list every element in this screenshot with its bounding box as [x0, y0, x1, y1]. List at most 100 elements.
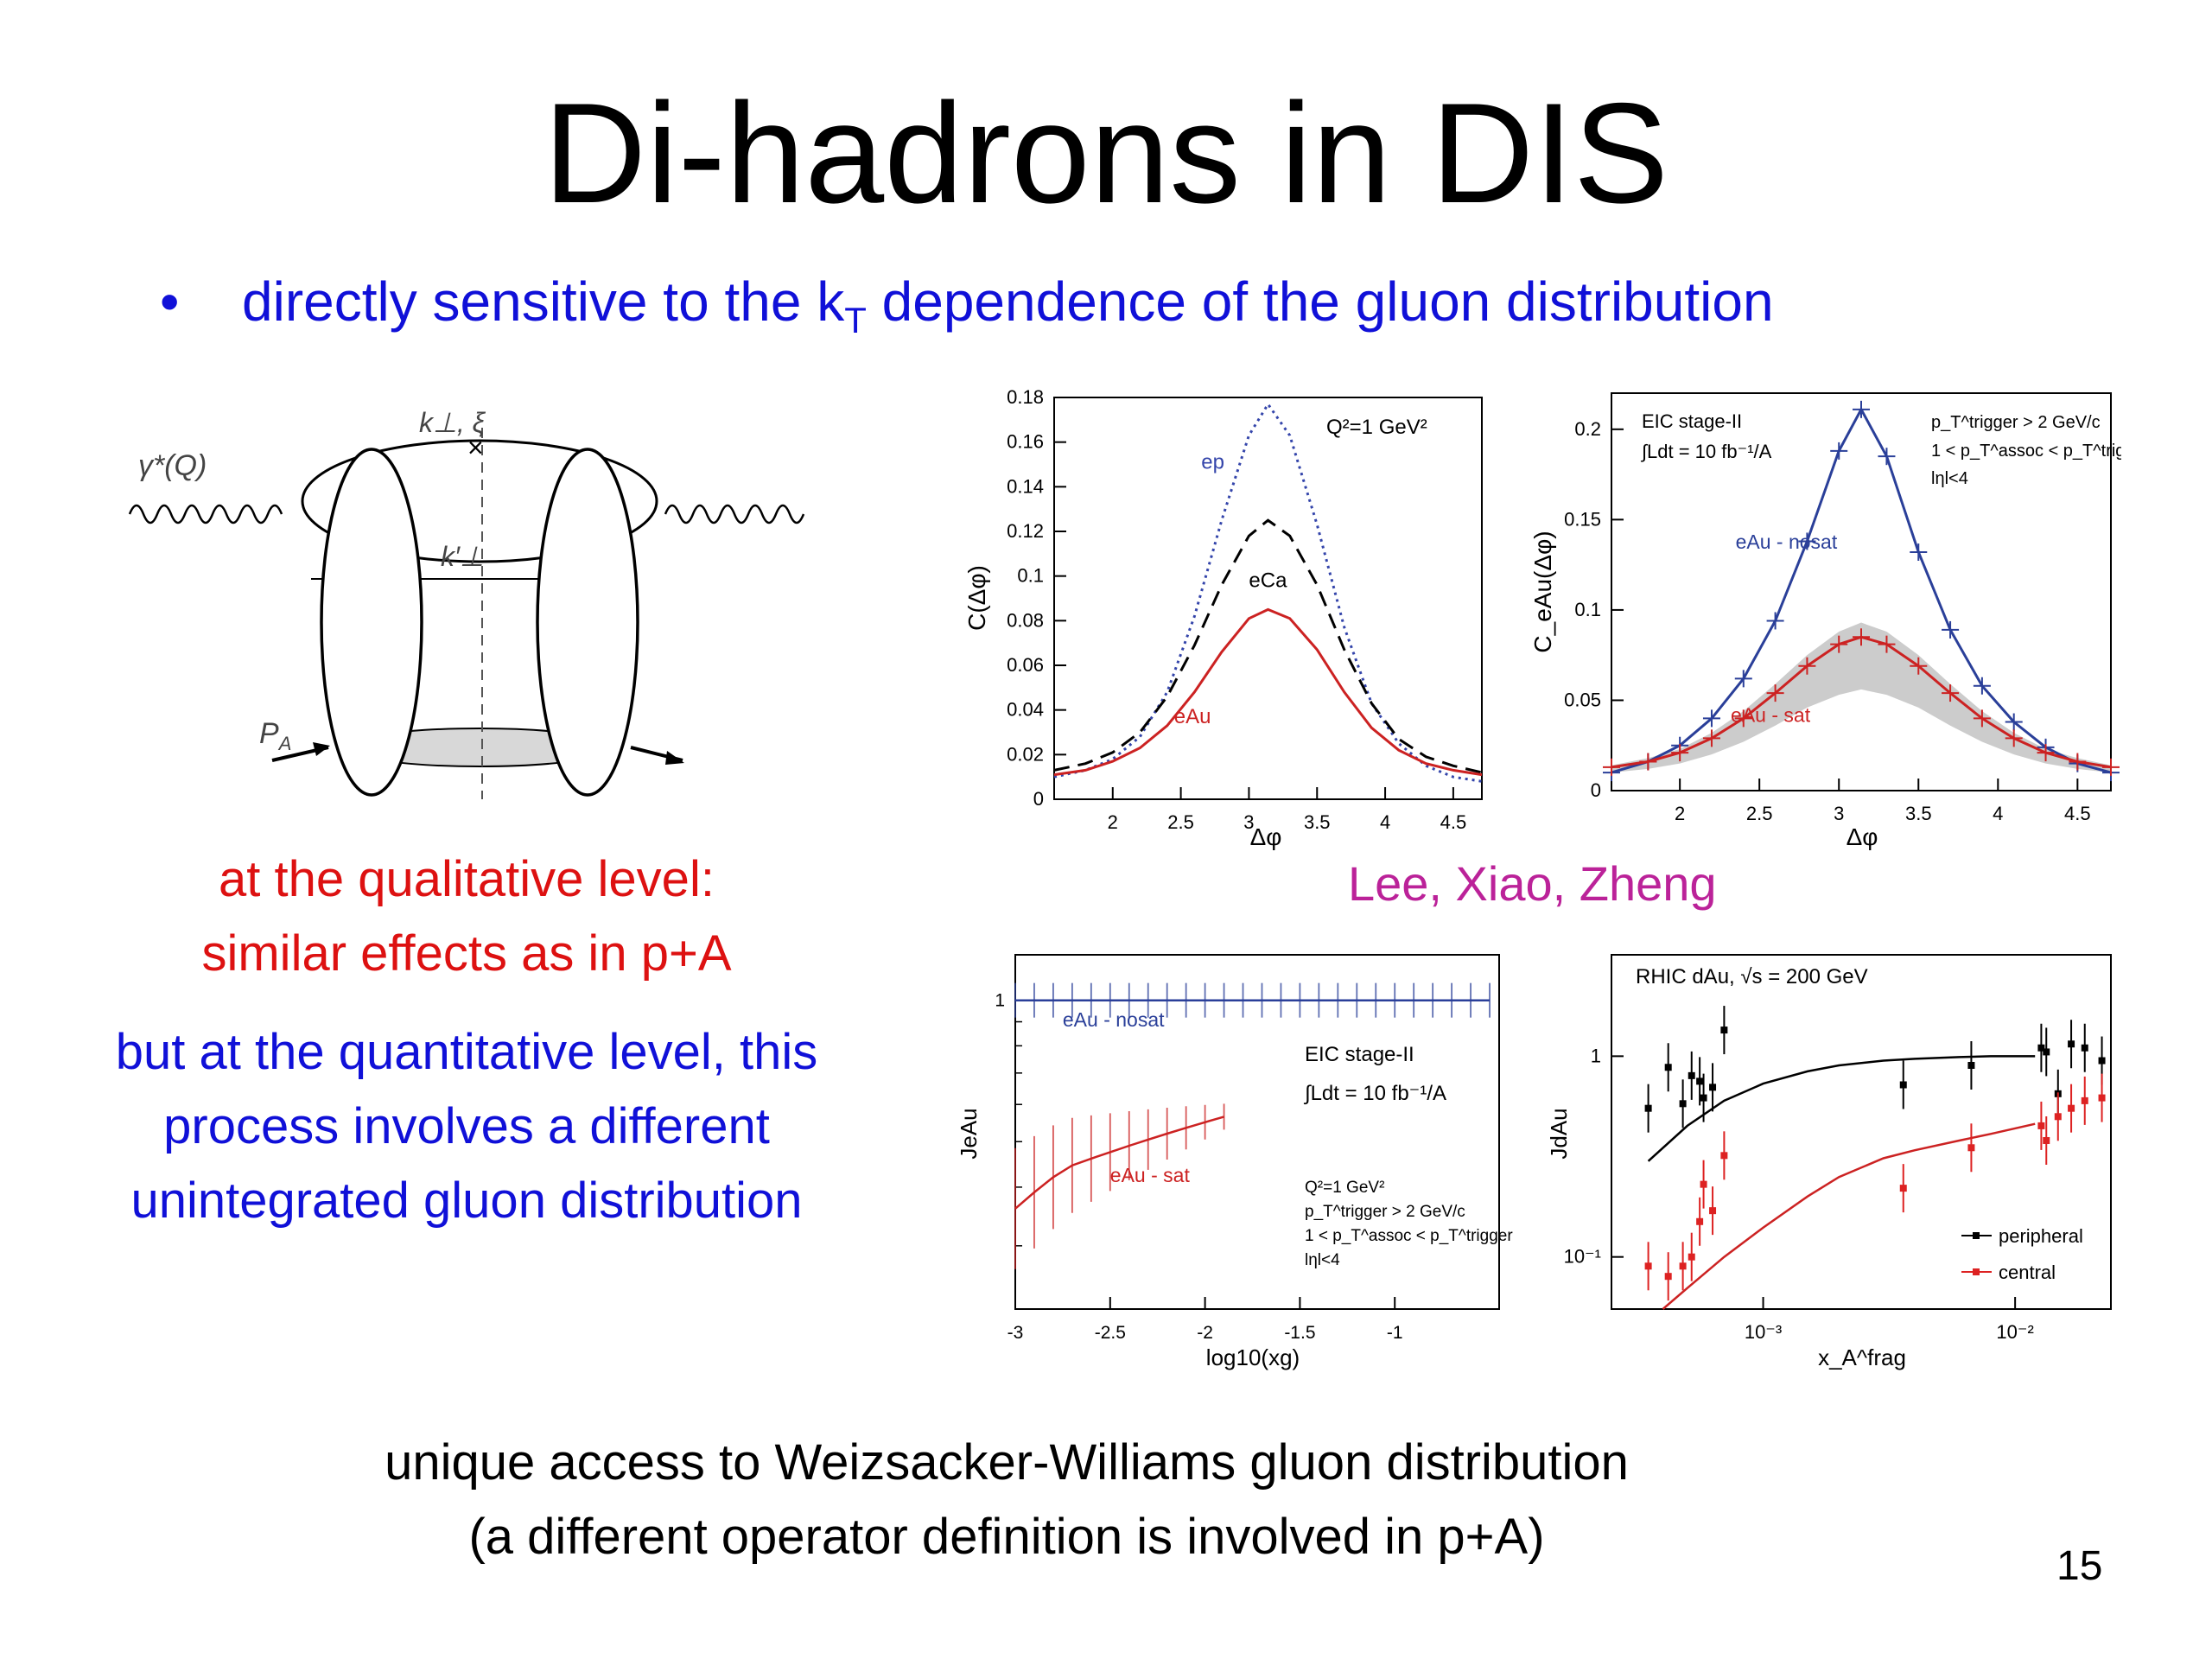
chart4-point-central — [2037, 1122, 2045, 1129]
chart1-xtick-label: 4 — [1380, 811, 1390, 833]
chart3-series-label: eAu - nosat — [1063, 1008, 1165, 1031]
chart3-series-eAu - sat — [1014, 1116, 1224, 1210]
chart1-ytick-label: 0 — [1033, 788, 1044, 810]
chart1-xlabel: Δφ — [1250, 823, 1282, 850]
chart4-point-central — [1696, 1217, 1704, 1225]
chart2-xtick-label: 4.5 — [2064, 803, 2091, 824]
chart4-point-peripheral — [1899, 1081, 1907, 1089]
chart1-ytick-label: 0.18 — [1007, 386, 1044, 408]
bullet-marker: • — [160, 270, 180, 333]
chart2-xlabel: Δφ — [1847, 823, 1878, 850]
bullet-subscript: T — [844, 299, 867, 340]
chart-correlation-nuclei: 2 2.5 3 3.5 4 4.5 0 0.02 0.04 0.06 0.08 0.1 0.12 0.14… — [963, 386, 1483, 850]
chart1-xtick-label: 2.5 — [1167, 811, 1194, 833]
chart2-ytick-label: 0.2 — [1574, 418, 1601, 440]
chart4-point-peripheral — [2043, 1048, 2050, 1056]
footer-line-2: (a different operator definition is invo… — [468, 1509, 1545, 1565]
chart1-series-label-eCa: eCa — [1249, 569, 1287, 593]
chart2-annot-assoc: 1 < p_T^assoc < p_T^trigger — [1931, 442, 2121, 461]
chart4-ytick-label: 1 — [1591, 1045, 1601, 1066]
chart1-series-ep — [1053, 402, 1483, 783]
chart3-xtick-label: -1 — [1387, 1323, 1403, 1343]
chart4-point-central — [1709, 1207, 1717, 1215]
chart3-annot-eta: lηl<4 — [1305, 1251, 1340, 1269]
dihadron-diagram: × γ*(Q) k⊥, ξ k′⊥ PA — [128, 407, 805, 799]
chart2-ytick-label: 0.1 — [1574, 599, 1601, 620]
chart4-point-peripheral — [1700, 1094, 1707, 1102]
chart4-point-peripheral — [2081, 1044, 2088, 1052]
chart1-ytick-label: 0.1 — [1017, 565, 1044, 587]
bullet-post: dependence of the gluon distribution — [866, 270, 1774, 333]
chart4-point-peripheral — [1967, 1061, 1975, 1069]
chart4-point-central — [2098, 1094, 2106, 1102]
chart4-point-central — [1664, 1273, 1672, 1281]
chart4-legend-marker-central — [1973, 1268, 1980, 1275]
chart3-xtick-label: -2.5 — [1095, 1323, 1126, 1343]
chart3-ylabel: JeAu — [956, 1108, 982, 1159]
chart2-series-label: eAu - nosat — [1736, 531, 1838, 553]
chart4-xtick-label: 10⁻² — [1996, 1321, 2033, 1343]
chart1-frame — [1053, 397, 1483, 800]
quantitative-line-2: process involves a different — [163, 1098, 770, 1154]
chart2-xtick-label: 4 — [1993, 803, 2003, 824]
chart4-frame — [1611, 954, 2112, 1310]
bullet-text: • directly sensitive to the kT dependence… — [160, 270, 1774, 341]
author-credit: Lee, Xiao, Zheng — [1348, 856, 1717, 911]
chart4-point-central — [1899, 1185, 1907, 1192]
chart3-annot-assoc: 1 < p_T^assoc < p_T^trigger — [1305, 1227, 1513, 1245]
chart4-point-central — [1644, 1262, 1652, 1270]
chart4-xlabel: x_A^frag — [1818, 1344, 1906, 1370]
chart4-title: RHIC dAu, √s = 200 GeV — [1636, 965, 1868, 988]
chart1-ytick-label: 0.12 — [1007, 520, 1044, 542]
chart2-frame — [1611, 392, 2112, 791]
chart3-xlabel: log10(xg) — [1206, 1344, 1300, 1370]
proton-label: PA — [259, 717, 291, 754]
chart3-frame — [1014, 954, 1500, 1310]
chart2-ylabel: C_eAu(Δφ) — [1529, 531, 1556, 652]
page-number: 15 — [2056, 1543, 2103, 1589]
chart2-ytick-label: 0.05 — [1564, 689, 1601, 710]
svg-text:×: × — [467, 432, 484, 463]
chart3-xtick-label: -1.5 — [1284, 1323, 1315, 1343]
chart1-ytick-label: 0.04 — [1007, 699, 1044, 721]
chart4-ytick-label: 10⁻¹ — [1564, 1246, 1601, 1268]
chart4-point-peripheral — [2037, 1044, 2045, 1052]
chart3-annot-trigger: p_T^trigger > 2 GeV/c — [1305, 1203, 1465, 1221]
chart4-legend-marker-peripheral — [1973, 1232, 1980, 1239]
chart4-central-fit — [1662, 1122, 2036, 1310]
chart2-ytick-label: 0.15 — [1564, 508, 1601, 530]
chart4-point-peripheral — [1664, 1064, 1672, 1071]
chart4-point-peripheral — [1644, 1104, 1652, 1112]
chart2-ytick-label: 0 — [1591, 779, 1601, 801]
chart1-ytick-label: 0.16 — [1007, 431, 1044, 453]
chart-jeau-vs-xg: -3 -2.5 -2 -1.5 -1 1 eAu - nosat eAu - sat EIC … — [956, 954, 1513, 1370]
qualitative-line-1: at the qualitative level: — [219, 851, 715, 907]
chart3-annot-lumi: ∫Ldt = 10 fb⁻¹/A — [1303, 1082, 1446, 1105]
chart1-ylabel: C(Δφ) — [963, 565, 990, 631]
footer-line-1: unique access to Weizsacker-Williams glu… — [385, 1434, 1629, 1491]
kperp-label: k⊥, ξ — [419, 407, 486, 438]
chart1-series-eAu — [1053, 607, 1483, 777]
chart2-marks: 2 2.5 3 3.5 4 4.5 0 0.05 0.1 0.15 0.2 eAu - nosat eA… — [1564, 400, 2120, 824]
qualitative-line-2: similar effects as in p+A — [201, 925, 732, 982]
chart1-ytick-label: 0.08 — [1007, 609, 1044, 631]
chart3-series-label: eAu - sat — [1110, 1164, 1191, 1186]
chart3-annot-stage: EIC stage-II — [1305, 1043, 1414, 1066]
chart4-marks: 10⁻³ 10⁻² 10⁻¹ 1 peripheral central — [1564, 1006, 2106, 1343]
quantitative-line-1: but at the quantitative level, this — [115, 1024, 818, 1080]
chart1-xtick-label: 2 — [1108, 811, 1118, 833]
chart2-annot-lumi: ∫Ldt = 10 fb⁻¹/A — [1640, 441, 1772, 462]
chart1-ytick-label: 0.02 — [1007, 743, 1044, 765]
chart1-marks: 2 2.5 3 3.5 4 4.5 0 0.02 0.04 0.06 0.08 0.1 0.12 0.14… — [1007, 386, 1483, 833]
chart3-annot-q2: Q²=1 GeV² — [1305, 1179, 1384, 1197]
chart1-series-label-ep: ep — [1201, 451, 1224, 474]
chart2-xtick-label: 2 — [1675, 803, 1685, 824]
chart4-point-peripheral — [1696, 1077, 1704, 1085]
chart1-series-label-eAu: eAu — [1174, 705, 1211, 728]
chart2-annot-stage: EIC stage-II — [1642, 410, 1742, 432]
slide-title: Di-hadrons in DIS — [543, 73, 1669, 232]
photon-label: γ*(Q) — [138, 449, 207, 482]
chart-rhic-dau: 10⁻³ 10⁻² 10⁻¹ 1 peripheral central RHIC dAu,… — [1546, 954, 2112, 1370]
chart4-point-central — [1700, 1180, 1707, 1188]
chart1-series-eCa — [1053, 518, 1483, 774]
